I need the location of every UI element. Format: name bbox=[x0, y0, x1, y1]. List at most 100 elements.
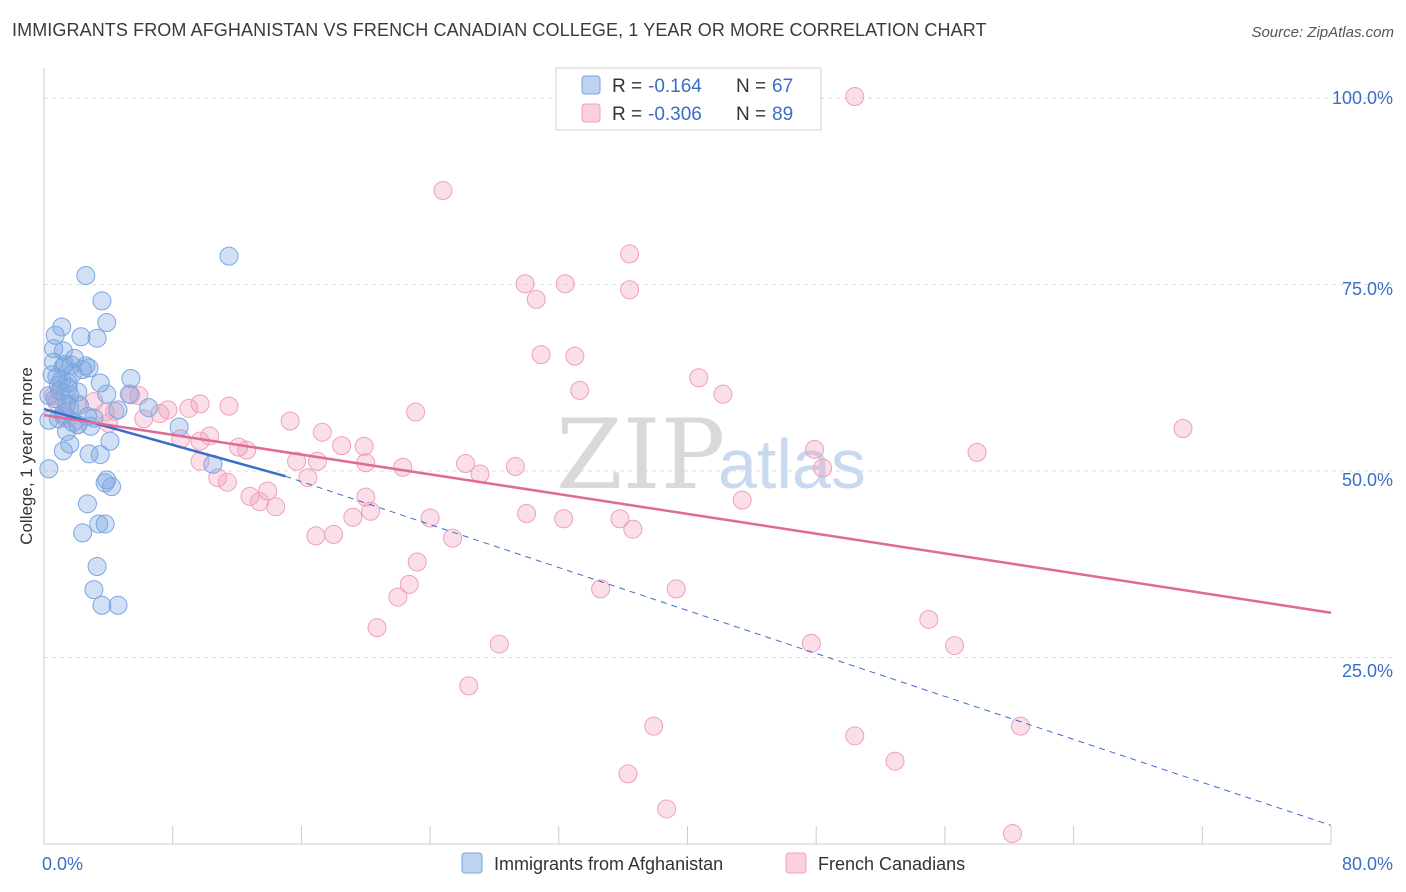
french-canadians-point-30 bbox=[150, 404, 170, 424]
french-canadians-point-53 bbox=[298, 468, 318, 488]
afghanistan-point-39 bbox=[169, 417, 189, 437]
afghanistan-points bbox=[39, 246, 239, 615]
french-canadians-point-71 bbox=[306, 526, 326, 546]
source-label: Source: ZipAtlas.com bbox=[1251, 24, 1394, 41]
afghanistan-point-45 bbox=[90, 445, 110, 465]
x-tick-label-min: 0.0% bbox=[42, 854, 83, 874]
legend-box: R = -0.164 N = 67 R = -0.306 N = 89 bbox=[555, 67, 822, 131]
legend-r-label-2: R = bbox=[612, 104, 642, 125]
french-canadians-point-7 bbox=[620, 280, 640, 300]
afghanistan-point-27 bbox=[97, 384, 117, 404]
afghanistan-point-1 bbox=[219, 246, 239, 266]
french-canadians-point-74 bbox=[399, 574, 419, 594]
french-canadians-point-50 bbox=[393, 457, 413, 477]
afghanistan-point-50 bbox=[102, 477, 122, 497]
french-canadians-point-41 bbox=[237, 440, 257, 460]
afghanistan-point-48 bbox=[97, 470, 117, 490]
french-canadians-point-90 bbox=[1002, 824, 1022, 844]
french-canadians-trend-line bbox=[43, 413, 1332, 614]
bottom-legend-label-french-canadians: French Canadians bbox=[818, 854, 965, 874]
french-canadians-point-83 bbox=[459, 676, 479, 696]
legend-n-value-1: 67 bbox=[772, 76, 793, 97]
x-ticks bbox=[43, 826, 1332, 844]
afghanistan-point-43 bbox=[53, 441, 73, 461]
french-canadians-point-77 bbox=[388, 587, 408, 607]
french-canadians-point-28 bbox=[406, 402, 426, 422]
afghanistan-point-64 bbox=[108, 400, 128, 420]
afghanistan-point-49 bbox=[95, 473, 115, 493]
afghanistan-point-66 bbox=[63, 363, 83, 383]
y-axis-title: College, 1 year or more bbox=[17, 367, 36, 545]
afghanistan-point-7 bbox=[71, 327, 91, 347]
y-tick-label-100: 100.0% bbox=[1332, 88, 1393, 108]
french-canadians-point-70 bbox=[324, 524, 344, 544]
legend-n-label-1: N = bbox=[736, 76, 766, 97]
french-canadians-point-73 bbox=[407, 552, 427, 572]
french-canadians-point-12 bbox=[570, 380, 590, 400]
french-canadians-point-21 bbox=[219, 396, 239, 416]
watermark-atlas: atlas bbox=[718, 425, 866, 503]
y-tick-label-75: 75.0% bbox=[1342, 279, 1393, 299]
afghanistan-point-28 bbox=[119, 384, 139, 404]
french-canadians-point-59 bbox=[250, 492, 270, 512]
french-canadians-point-48 bbox=[455, 454, 475, 474]
french-canadians-point-34 bbox=[312, 422, 332, 442]
french-canadians-point-20 bbox=[190, 394, 210, 414]
french-canadians-point-38 bbox=[332, 436, 352, 456]
afghanistan-point-41 bbox=[100, 431, 120, 451]
bottom-legend: Immigrants from Afghanistan French Canad… bbox=[461, 852, 965, 874]
french-canadians-point-65 bbox=[343, 507, 363, 527]
french-canadians-point-84 bbox=[644, 716, 664, 736]
french-canadians-point-3 bbox=[433, 181, 453, 201]
french-canadians-point-8 bbox=[526, 289, 546, 309]
french-canadians-point-4 bbox=[620, 244, 640, 264]
french-canadians-point-57 bbox=[258, 481, 278, 501]
french-canadians-point-75 bbox=[591, 579, 611, 599]
french-canadians-point-1 bbox=[845, 87, 865, 107]
french-canadians-point-89 bbox=[657, 799, 677, 819]
afghanistan-point-51 bbox=[77, 494, 97, 514]
afghanistan-point-16 bbox=[73, 360, 93, 380]
french-canadians-point-49 bbox=[505, 457, 525, 477]
afghanistan-point-56 bbox=[84, 580, 104, 600]
afghanistan-point-3 bbox=[97, 313, 117, 333]
y-tick-label-25: 25.0% bbox=[1342, 661, 1393, 681]
afghanistan-point-54 bbox=[73, 523, 93, 543]
gridlines bbox=[44, 97, 1393, 658]
x-tick-label-max: 80.0% bbox=[1342, 854, 1393, 874]
legend-n-value-2: 89 bbox=[772, 104, 793, 125]
afghanistan-point-30 bbox=[139, 398, 159, 418]
french-canadians-point-58 bbox=[240, 486, 260, 506]
y-tick-labels: 100.0% 75.0% 50.0% 25.0% bbox=[1332, 88, 1393, 681]
legend-swatch-blue bbox=[581, 75, 601, 95]
french-canadians-point-56 bbox=[217, 472, 237, 492]
french-canadians-point-63 bbox=[361, 501, 381, 521]
legend-r-value-2: -0.306 bbox=[648, 104, 702, 125]
french-canadians-point-62 bbox=[266, 497, 286, 517]
chart-title: IMMIGRANTS FROM AFGHANISTAN VS FRENCH CA… bbox=[12, 20, 987, 40]
afghanistan-point-0 bbox=[76, 266, 96, 286]
afghanistan-point-61 bbox=[42, 365, 62, 385]
trend-lines bbox=[43, 407, 1332, 826]
afghanistan-point-26 bbox=[90, 373, 110, 393]
afghanistan-point-63 bbox=[69, 395, 89, 415]
afghanistan-trend-extension bbox=[285, 475, 1332, 826]
french-canadians-point-10 bbox=[565, 346, 585, 366]
french-canadians-point-25 bbox=[105, 401, 125, 421]
afghanistan-point-55 bbox=[87, 556, 107, 576]
french-canadians-point-66 bbox=[420, 508, 440, 528]
afghanistan-point-8 bbox=[44, 339, 64, 359]
legend-r-value-1: -0.164 bbox=[648, 76, 702, 97]
afghanistan-point-60 bbox=[50, 381, 70, 401]
french-canadians-point-39 bbox=[354, 436, 374, 456]
afghanistan-point-2 bbox=[92, 291, 112, 311]
french-canadians-point-5 bbox=[515, 274, 535, 294]
bottom-legend-swatch-blue bbox=[461, 852, 483, 874]
afghanistan-point-53 bbox=[95, 514, 115, 534]
afghanistan-point-47 bbox=[39, 459, 59, 479]
afghanistan-point-52 bbox=[89, 514, 109, 534]
french-canadians-point-85 bbox=[1011, 716, 1031, 736]
french-canadians-point-13 bbox=[713, 384, 733, 404]
afghanistan-point-57 bbox=[92, 595, 112, 615]
